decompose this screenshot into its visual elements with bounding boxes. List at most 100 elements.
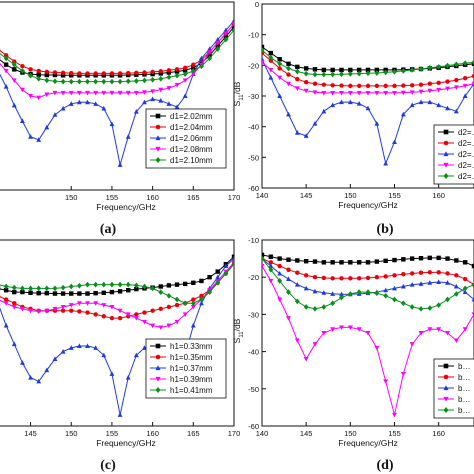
data-point-1 <box>3 288 9 293</box>
data-point-4 <box>383 379 389 384</box>
data-point-3 <box>109 121 115 127</box>
data-point-3 <box>231 18 234 23</box>
data-point-4 <box>231 21 234 27</box>
data-point-2 <box>401 272 406 277</box>
data-point-4 <box>125 312 131 318</box>
data-point-5 <box>19 68 25 74</box>
data-point-2 <box>365 83 371 89</box>
data-point-1 <box>93 290 98 296</box>
data-point-3 <box>190 322 196 328</box>
data-point-2 <box>330 83 335 88</box>
data-point-5 <box>166 74 172 81</box>
y-tick-label: 0 <box>255 0 259 9</box>
data-point-4 <box>383 90 389 96</box>
data-point-2 <box>277 66 282 71</box>
data-point-1 <box>52 291 58 296</box>
data-point-2 <box>101 314 106 319</box>
data-point-2 <box>418 82 424 87</box>
data-point-4 <box>453 85 459 91</box>
data-point-1 <box>12 289 17 295</box>
data-point-3 <box>117 412 123 417</box>
legend-marker <box>443 374 449 380</box>
data-point-3 <box>68 345 74 350</box>
data-point-2 <box>418 270 424 275</box>
data-point-4 <box>277 75 283 81</box>
data-point-2 <box>383 274 388 279</box>
data-point-2 <box>109 315 115 321</box>
data-point-3 <box>383 160 389 166</box>
data-point-1 <box>231 254 234 259</box>
data-point-3 <box>268 74 274 80</box>
data-point-4 <box>400 371 406 377</box>
data-point-1 <box>215 43 220 49</box>
data-point-4 <box>268 67 274 73</box>
data-point-2 <box>471 73 474 79</box>
data-point-4 <box>101 90 107 96</box>
legend-label: d2=… <box>458 161 474 170</box>
data-point-5 <box>303 70 309 77</box>
data-point-3 <box>76 343 82 348</box>
data-point-4 <box>286 81 291 87</box>
data-point-4 <box>109 90 115 96</box>
data-point-1 <box>277 256 282 261</box>
data-point-1 <box>312 67 318 72</box>
legend-marker <box>155 113 161 119</box>
data-point-2 <box>93 312 98 317</box>
data-point-4 <box>207 50 213 55</box>
x-tick-label: 165 <box>187 193 200 202</box>
data-point-3 <box>436 102 442 108</box>
data-point-5 <box>199 296 204 303</box>
data-point-3 <box>133 109 139 114</box>
data-point-2 <box>109 71 115 76</box>
data-point-5 <box>294 298 300 305</box>
data-point-2 <box>348 276 353 281</box>
data-point-5 <box>356 289 362 295</box>
data-point-2 <box>462 76 468 81</box>
data-point-4 <box>133 90 139 96</box>
data-point-3 <box>215 274 221 280</box>
data-point-2 <box>77 71 82 76</box>
series-line-3 <box>0 258 234 415</box>
data-point-5 <box>158 75 164 82</box>
x-axis-label: Frequency/GHz <box>338 200 398 210</box>
data-point-2 <box>3 53 9 58</box>
data-point-5 <box>44 77 50 84</box>
data-point-5 <box>76 282 82 289</box>
data-point-4 <box>166 323 172 329</box>
data-point-4 <box>330 90 336 96</box>
data-point-1 <box>454 258 459 263</box>
data-point-1 <box>77 291 82 296</box>
x-tick-label: 145 <box>24 429 37 438</box>
data-point-3 <box>294 282 300 287</box>
data-point-1 <box>60 73 66 78</box>
legend-marker <box>443 385 449 391</box>
data-point-3 <box>109 371 115 376</box>
y-tick-label: -40 <box>248 348 259 357</box>
data-point-4 <box>44 308 50 314</box>
data-point-3 <box>60 105 66 111</box>
data-point-5 <box>365 70 371 77</box>
data-point-1 <box>174 282 180 287</box>
data-point-4 <box>356 327 362 332</box>
legend-label: d1=2.04mm <box>170 123 213 132</box>
data-point-5 <box>231 27 234 34</box>
data-point-3 <box>347 99 353 105</box>
data-point-4 <box>60 90 66 96</box>
data-point-2 <box>286 267 291 272</box>
legend-label: b… <box>458 373 470 382</box>
data-point-3 <box>471 296 474 302</box>
data-point-3 <box>312 288 318 294</box>
data-point-2 <box>93 71 98 76</box>
data-point-2 <box>277 263 282 269</box>
data-point-5 <box>133 78 139 84</box>
data-point-2 <box>312 275 318 280</box>
legend: d1=2.02mm d1=2.04mm d1=2.06mm d1=2.08mm d1=2… <box>145 108 227 169</box>
data-point-2 <box>44 69 50 75</box>
legend-marker <box>155 376 161 382</box>
legend-marker <box>155 343 161 349</box>
data-point-1 <box>28 290 33 296</box>
data-point-5 <box>330 71 336 78</box>
data-point-2 <box>295 76 300 82</box>
y-tick-label: -10 <box>248 31 259 40</box>
data-point-1 <box>215 269 220 274</box>
